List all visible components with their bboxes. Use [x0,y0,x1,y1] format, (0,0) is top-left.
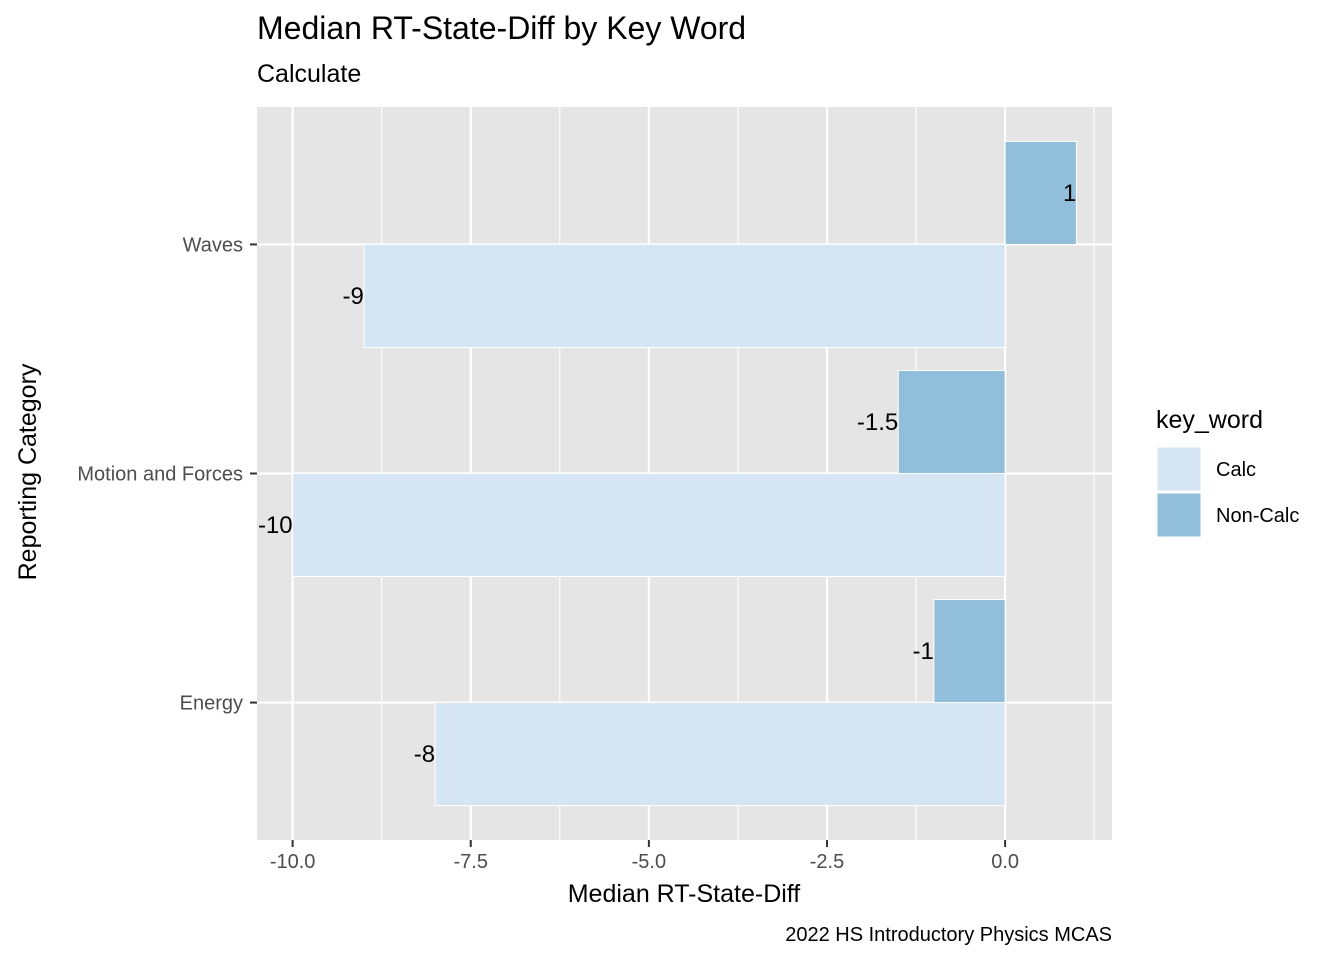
bar-calc-waves [363,243,1006,348]
bar-non-calc-waves [1004,140,1077,245]
y-tick-label: Waves [183,234,243,256]
data-label: 1 [1063,180,1076,207]
x-axis: -10.0 -7.5 -5.0 -2.5 0.0 [270,840,1019,873]
x-tick-label: -2.5 [810,851,844,873]
bar-calc-motion-and-forces [292,473,1006,577]
data-label: -1 [913,638,934,665]
x-tick-label: -5.0 [632,851,666,873]
bar-non-calc-motion-and-forces [897,370,1006,474]
data-label: -10 [258,512,293,539]
legend-label: Calc [1216,459,1256,481]
bar-non-calc-energy [933,599,1006,704]
chart-title: Median RT-State-Diff by Key Word [257,10,746,46]
data-label: -1.5 [857,409,898,436]
chart-caption: 2022 HS Introductory Physics MCAS [785,924,1112,946]
data-label: -8 [414,741,435,768]
legend: key_word Calc Non-Calc [1156,406,1299,538]
legend-key-calc [1156,446,1202,492]
x-tick-label: -10.0 [270,851,316,873]
x-axis-title: Median RT-State-Diff [568,880,801,908]
legend-key-non-calc [1156,492,1202,538]
legend-title: key_word [1156,406,1263,434]
y-axis: Energy Motion and Forces Waves [77,234,257,715]
bars-layer [292,140,1077,807]
data-label: -9 [343,283,364,310]
bar-calc-energy [434,702,1006,807]
chart-subtitle: Calculate [257,60,361,88]
y-tick-label: Motion and Forces [77,464,243,486]
data-labels-layer: -8 -10 -9 -1 -1.5 1 [258,180,1076,768]
legend-label: Non-Calc [1216,505,1299,527]
x-tick-label: 0.0 [991,851,1019,873]
x-tick-label: -7.5 [454,851,488,873]
y-axis-title: Reporting Category [14,363,42,580]
y-tick-label: Energy [180,693,243,715]
